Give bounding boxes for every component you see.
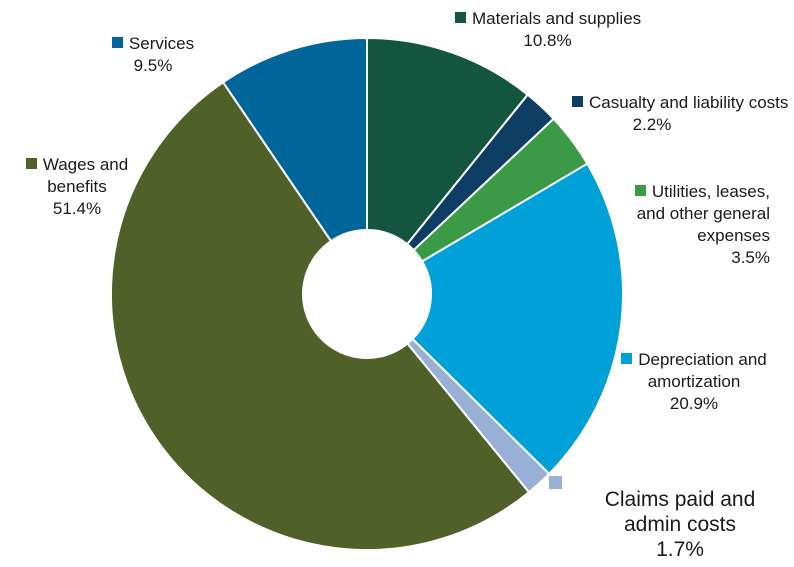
label-utilities: Utilities, leases, and other general exp… — [612, 181, 770, 269]
donut-slices — [110, 36, 624, 551]
legend-swatch-depreciation — [621, 353, 633, 364]
label-casualty-value: 2.2% — [632, 115, 672, 134]
slice-services — [221, 36, 368, 243]
label-depreciation-value: 20.9% — [669, 394, 719, 413]
label-claims: Claims paid and admin costs 1.7% — [580, 487, 780, 562]
label-materials-value: 10.8% — [523, 31, 572, 50]
slice-depreciation-and-amortization — [411, 162, 624, 476]
label-services-name: Services — [128, 34, 195, 53]
label-wages-name: Wages and benefits — [42, 155, 129, 196]
label-claims-name: Claims paid and admin costs — [604, 488, 756, 536]
label-services-value: 9.5% — [133, 56, 173, 75]
legend-swatch-claims-wrap — [549, 474, 568, 496]
label-depreciation-name: Depreciation and amortization — [638, 350, 767, 391]
slice-wages-and-benefits — [110, 80, 531, 551]
legend-swatch-wages — [25, 158, 37, 169]
label-utilities-name: Utilities, leases, and other general exp… — [636, 182, 770, 245]
label-claims-value: 1.7% — [656, 538, 704, 561]
legend-swatch-claims — [549, 476, 562, 489]
label-wages-value: 51.4% — [52, 199, 102, 218]
label-depreciation: Depreciation and amortization 20.9% — [614, 349, 774, 415]
label-casualty-name: Casualty and liability costs — [589, 93, 789, 112]
legend-swatch-materials — [455, 12, 466, 23]
label-casualty: Casualty and liability costs 2.2% — [572, 92, 788, 136]
legend-swatch-services — [111, 37, 123, 48]
label-services: Services 9.5% — [78, 33, 228, 77]
legend-swatch-utilities — [634, 185, 646, 196]
label-utilities-value: 3.5% — [731, 248, 770, 267]
legend-swatch-casualty — [572, 96, 583, 107]
label-materials-name: Materials and supplies — [472, 9, 642, 28]
label-materials: Materials and supplies 10.8% — [455, 8, 642, 52]
slice-materials-and-supplies — [366, 36, 530, 246]
label-wages: Wages and benefits 51.4% — [2, 154, 152, 220]
